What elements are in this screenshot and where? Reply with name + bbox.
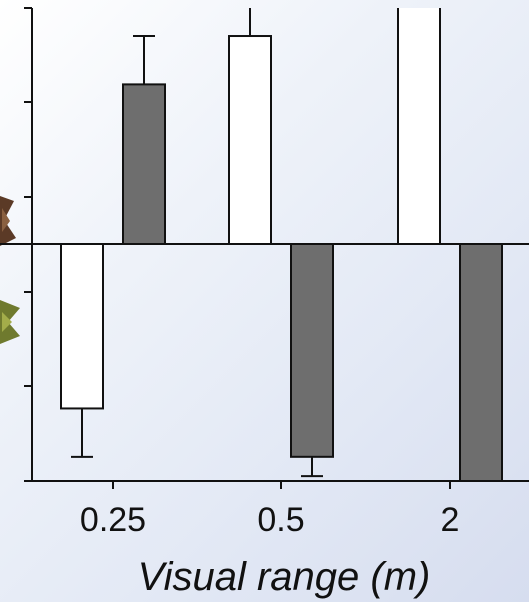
bar-0_25-series-0 — [60, 243, 104, 410]
x-tick-label-2: 2 — [441, 501, 460, 539]
green-fish-icon — [0, 300, 20, 344]
bar-2-series-1 — [459, 243, 503, 481]
bar-0_5-series-1 — [290, 243, 334, 458]
bar-2-series-0 — [397, 8, 441, 245]
x-tick-label-1: 0.5 — [257, 501, 304, 539]
x-tick-label-0: 0.25 — [80, 501, 146, 539]
bar-0_25-series-1 — [122, 83, 166, 245]
bar-0_5-series-0 — [228, 35, 272, 246]
brown-fish-icon — [0, 196, 16, 246]
x-axis-title: Visual range (m) — [138, 555, 431, 599]
